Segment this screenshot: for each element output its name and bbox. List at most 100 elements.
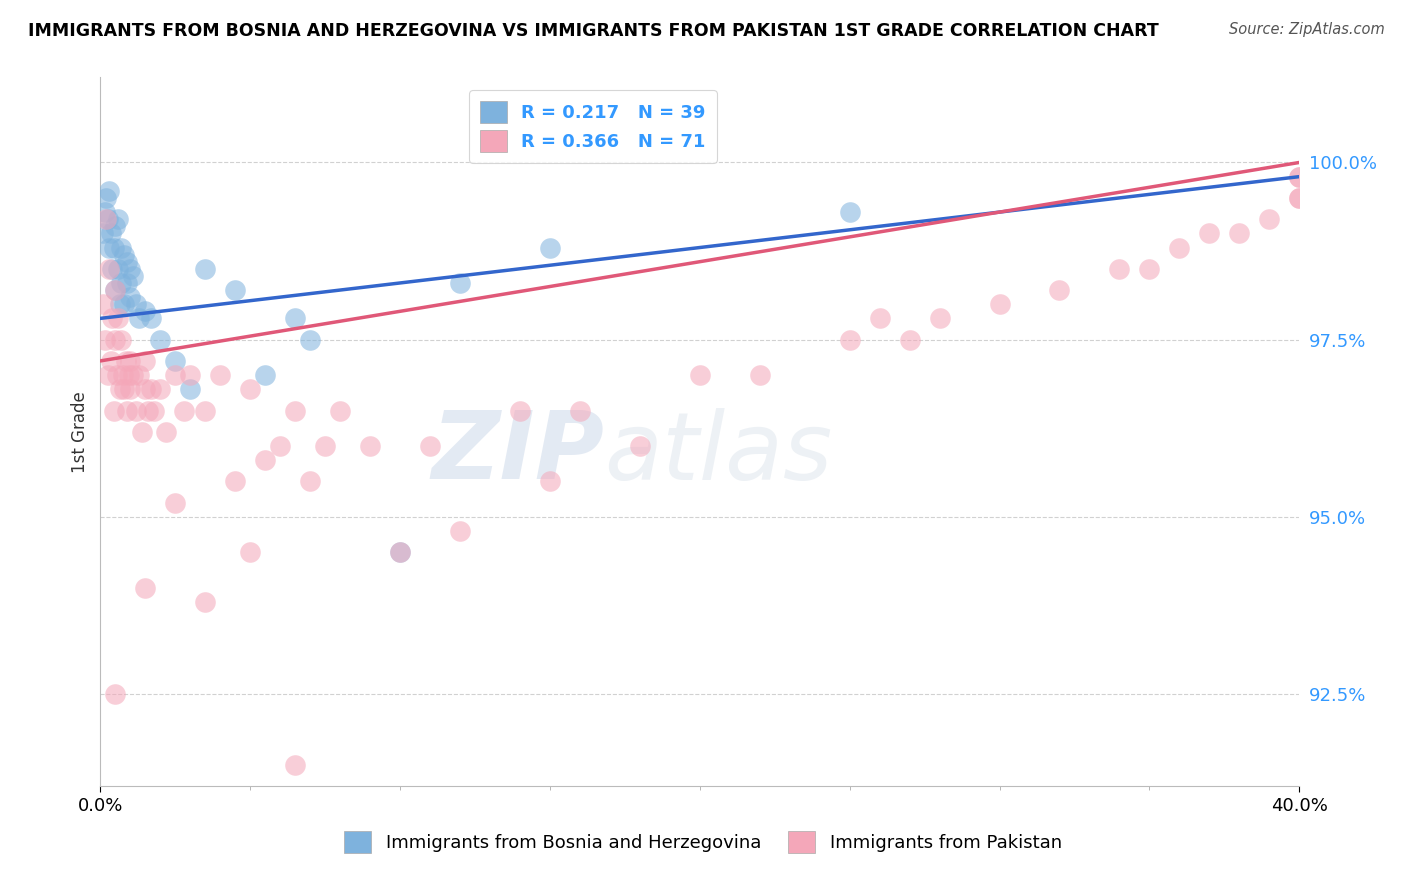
Point <box>165 354 187 368</box>
Point <box>117 403 139 417</box>
Point <box>134 304 156 318</box>
Point <box>1258 212 1281 227</box>
Point <box>103 403 125 417</box>
Point <box>98 261 121 276</box>
Point <box>101 311 124 326</box>
Text: ZIP: ZIP <box>432 407 603 499</box>
Point <box>122 268 145 283</box>
Point <box>112 247 135 261</box>
Point <box>928 311 950 326</box>
Point <box>284 757 307 772</box>
Point <box>239 382 262 396</box>
Point <box>165 496 187 510</box>
Point <box>149 382 172 396</box>
Point <box>134 354 156 368</box>
Point <box>155 425 177 439</box>
Point <box>100 354 122 368</box>
Point <box>179 368 201 383</box>
Point <box>100 227 122 241</box>
Point <box>449 276 471 290</box>
Point <box>988 297 1011 311</box>
Point <box>110 276 132 290</box>
Point <box>125 297 148 311</box>
Point <box>568 403 591 417</box>
Text: atlas: atlas <box>603 408 832 499</box>
Point <box>538 475 561 489</box>
Point <box>110 240 132 254</box>
Point <box>748 368 770 383</box>
Point <box>93 227 115 241</box>
Point <box>120 382 142 396</box>
Point <box>538 240 561 254</box>
Point <box>389 545 412 559</box>
Point <box>93 297 115 311</box>
Point <box>254 453 277 467</box>
Point <box>94 205 117 219</box>
Point <box>97 212 120 227</box>
Point <box>120 261 142 276</box>
Point <box>112 297 135 311</box>
Point <box>389 545 412 559</box>
Point <box>122 368 145 383</box>
Point <box>1168 240 1191 254</box>
Point <box>105 368 128 383</box>
Point <box>120 354 142 368</box>
Point <box>689 368 711 383</box>
Point <box>118 368 141 383</box>
Point <box>110 333 132 347</box>
Point <box>114 354 136 368</box>
Point <box>299 475 322 489</box>
Point <box>136 403 159 417</box>
Point <box>141 311 163 326</box>
Point <box>449 524 471 538</box>
Point <box>94 333 117 347</box>
Point <box>134 382 156 396</box>
Point <box>314 439 336 453</box>
Point <box>103 240 125 254</box>
Point <box>134 581 156 595</box>
Point <box>269 439 291 453</box>
Point <box>869 311 891 326</box>
Point <box>98 240 121 254</box>
Point <box>120 290 142 304</box>
Point <box>838 333 860 347</box>
Point <box>104 687 127 701</box>
Legend: Immigrants from Bosnia and Herzegovina, Immigrants from Pakistan: Immigrants from Bosnia and Herzegovina, … <box>337 824 1069 861</box>
Y-axis label: 1st Grade: 1st Grade <box>72 391 89 473</box>
Point <box>107 261 129 276</box>
Point <box>419 439 441 453</box>
Point <box>1049 283 1071 297</box>
Point <box>125 403 148 417</box>
Point <box>104 219 127 234</box>
Point <box>104 283 127 297</box>
Point <box>108 382 131 396</box>
Point <box>224 283 246 297</box>
Point <box>284 311 307 326</box>
Point <box>143 403 166 417</box>
Point <box>98 184 121 198</box>
Point <box>239 545 262 559</box>
Point <box>254 368 277 383</box>
Point <box>141 382 163 396</box>
Point <box>209 368 232 383</box>
Point <box>128 368 150 383</box>
Text: Source: ZipAtlas.com: Source: ZipAtlas.com <box>1229 22 1385 37</box>
Point <box>96 191 118 205</box>
Point <box>104 283 127 297</box>
Point <box>112 382 135 396</box>
Point <box>1288 191 1310 205</box>
Point <box>104 333 127 347</box>
Point <box>194 595 217 609</box>
Legend: R = 0.217   N = 39, R = 0.366   N = 71: R = 0.217 N = 39, R = 0.366 N = 71 <box>470 90 717 163</box>
Point <box>107 311 129 326</box>
Point <box>1108 261 1130 276</box>
Point <box>509 403 531 417</box>
Point <box>194 261 217 276</box>
Point <box>179 382 201 396</box>
Point <box>96 212 118 227</box>
Point <box>108 297 131 311</box>
Point <box>628 439 651 453</box>
Point <box>107 212 129 227</box>
Point <box>1288 169 1310 184</box>
Point <box>329 403 352 417</box>
